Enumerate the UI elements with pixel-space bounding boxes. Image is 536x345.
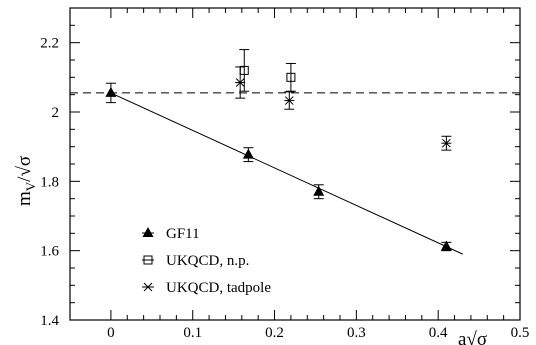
tick-labels: 0 0.1 0.2 0.3 0.4 0.5 1.4 1.6 1.8 2 2.2 bbox=[40, 36, 529, 341]
fit-line bbox=[110, 92, 463, 255]
x-tick-label: 0.1 bbox=[183, 325, 202, 341]
legend-label: UKQCD, n.p. bbox=[166, 253, 249, 269]
legend: GF11 UKQCD, n.p. UKQCD, tadpole bbox=[142, 226, 271, 296]
y-tick-label: 2.2 bbox=[40, 36, 59, 52]
x-tick-label: 0.5 bbox=[511, 325, 530, 341]
y-axis-label: mV/√σ bbox=[14, 156, 38, 206]
x-axis-label: a√σ bbox=[458, 329, 487, 345]
y-tick-label: 1.8 bbox=[40, 174, 59, 190]
legend-label: UKQCD, tadpole bbox=[166, 280, 271, 296]
y-tick-label: 1.4 bbox=[40, 313, 59, 329]
y-tick-label: 1.6 bbox=[40, 244, 59, 260]
triangle-marker bbox=[440, 240, 452, 251]
data-points bbox=[105, 49, 452, 252]
x-tick-label: 0.2 bbox=[265, 325, 284, 341]
x-tick-label: 0.4 bbox=[429, 325, 448, 341]
axis-ticks bbox=[70, 7, 521, 321]
square-marker bbox=[143, 255, 153, 265]
triangle-marker bbox=[242, 148, 254, 159]
plot-frame bbox=[69, 7, 521, 321]
y-tick-label: 2 bbox=[52, 105, 60, 121]
triangle-marker bbox=[105, 86, 117, 97]
square-marker bbox=[286, 72, 296, 82]
legend-label: GF11 bbox=[166, 226, 200, 242]
x-tick-label: 0 bbox=[107, 325, 115, 341]
triangle-marker bbox=[142, 227, 154, 237]
x-tick-label: 0.3 bbox=[347, 325, 366, 341]
triangle-marker bbox=[313, 185, 325, 196]
